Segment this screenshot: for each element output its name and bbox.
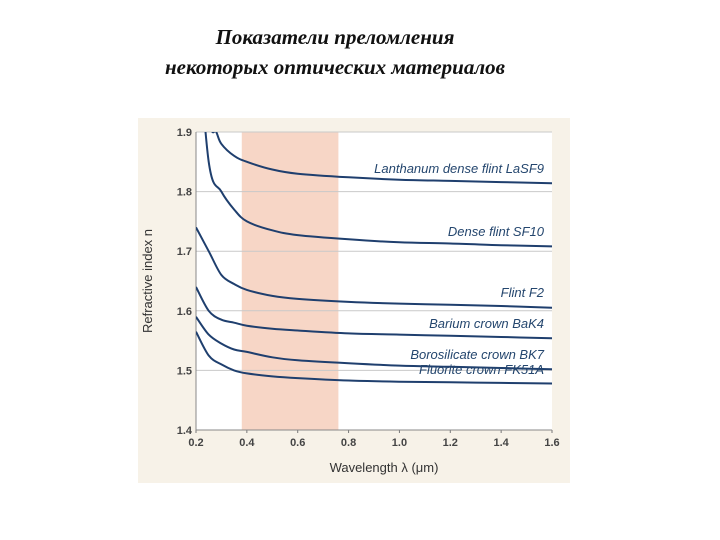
x-tick-label: 1.0 bbox=[392, 437, 407, 449]
series-label-4: Barium crown BaK4 bbox=[429, 316, 544, 331]
series-label-1: Lanthanum dense flint LaSF9 bbox=[374, 161, 544, 176]
y-tick-label: 1.7 bbox=[177, 246, 192, 258]
series-label-5: Borosilicate crown BK7 bbox=[410, 347, 544, 362]
series-line-6 bbox=[196, 331, 552, 385]
y-tick-label: 1.5 bbox=[177, 365, 192, 377]
series-label-6: Fluorite crown FK51A bbox=[419, 362, 544, 377]
slide-title-line-2: некоторых оптических материалов bbox=[165, 55, 505, 79]
y-tick-label: 1.9 bbox=[177, 127, 192, 139]
x-tick-label: 0.2 bbox=[188, 437, 203, 449]
x-tick-label: 0.6 bbox=[290, 437, 305, 449]
x-tick-label: 1.4 bbox=[493, 437, 509, 449]
slide-title: Показатели преломления некоторых оптичес… bbox=[0, 22, 670, 82]
series-line-4 bbox=[196, 286, 552, 340]
series-line-1 bbox=[211, 132, 552, 185]
y-tick-label: 1.4 bbox=[177, 425, 193, 437]
slide-title-line-1: Показатели преломления bbox=[215, 25, 455, 49]
series-line-3 bbox=[196, 226, 552, 309]
series-label-2: Dense flint SF10 bbox=[448, 224, 545, 239]
refractive-index-chart: 1.4 1.5 1.6 1.7 1.8 1.9 0.2 0.4 0.6 0.8 1.0 1.2 1.4 1… bbox=[138, 118, 570, 483]
series-line-2 bbox=[204, 132, 552, 248]
y-tick-label: 1.8 bbox=[177, 187, 192, 199]
series-label-3: Flint F2 bbox=[501, 285, 545, 300]
y-tick-label: 1.6 bbox=[177, 306, 192, 318]
series-line-5 bbox=[196, 316, 552, 371]
x-tick-label: 0.4 bbox=[239, 437, 255, 449]
x-tick-label: 1.2 bbox=[443, 437, 458, 449]
y-axis-label: Refractive index n bbox=[140, 229, 155, 333]
x-tick-label: 1.6 bbox=[544, 437, 559, 449]
x-tick-label: 0.8 bbox=[341, 437, 356, 449]
x-axis-label: Wavelength λ (μm) bbox=[330, 460, 439, 475]
